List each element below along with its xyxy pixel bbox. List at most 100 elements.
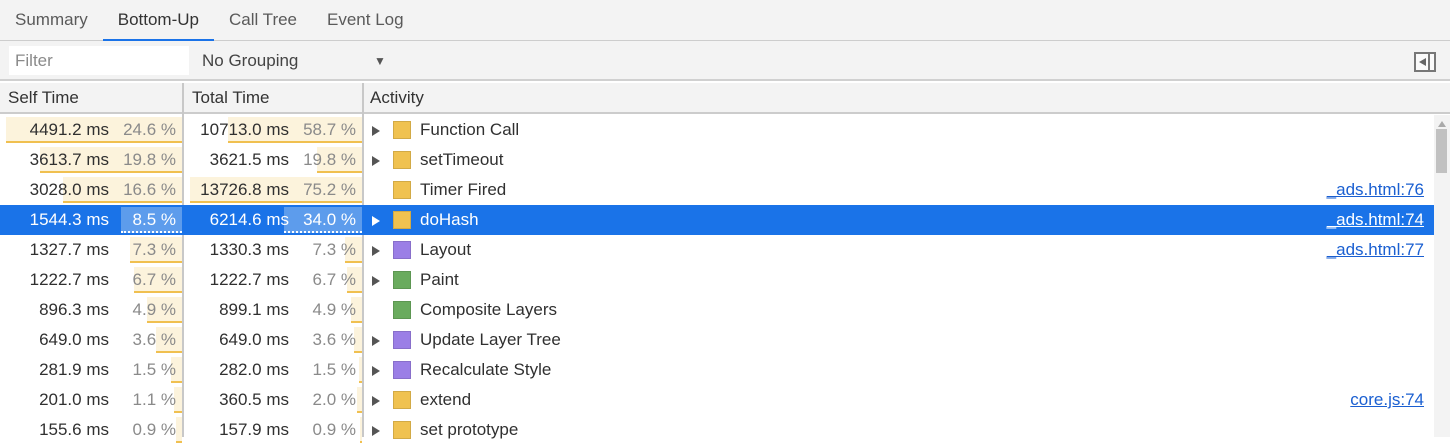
source-link[interactable]: _ads.html:76 (1326, 180, 1424, 199)
self-time-bar (40, 147, 182, 173)
total-time-bar (345, 237, 362, 263)
self-time-bar (156, 327, 182, 353)
column-header-self-time[interactable]: Self Time (8, 88, 79, 107)
category-swatch-icon (393, 391, 411, 409)
toolbar: No Grouping ▼ (0, 41, 1450, 81)
total-time-bar (359, 357, 362, 383)
table-row[interactable]: 3613.7 ms 19.8 % 3621.5 ms 19.8 % setTimeout (0, 145, 1434, 175)
expand-arrow-icon[interactable] (372, 396, 380, 406)
self-time-percent: 6.7 % (132, 270, 176, 289)
total-time-value: 3621.5 ms (209, 150, 289, 169)
table-row[interactable]: 281.9 ms 1.5 % 282.0 ms 1.5 % Recalculate St… (0, 355, 1434, 385)
self-time-value: 201.0 ms (39, 390, 109, 409)
self-time-value: 649.0 ms (39, 330, 109, 349)
expand-arrow-icon[interactable] (372, 426, 380, 436)
column-header-activity[interactable]: Activity (370, 88, 424, 107)
scrollbar-thumb[interactable] (1436, 129, 1447, 173)
total-time-bar (354, 327, 362, 353)
category-swatch-icon (393, 421, 411, 439)
self-time-bar (6, 117, 182, 143)
grouping-select[interactable]: No Grouping (202, 41, 298, 81)
total-time-bar (228, 117, 362, 143)
self-time-bar (121, 207, 182, 233)
total-time-value: 10713.0 ms (200, 120, 289, 139)
tab-call-tree[interactable]: Call Tree (228, 10, 298, 29)
total-time-bar (317, 147, 362, 173)
total-time-value: 13726.8 ms (200, 180, 289, 199)
expand-arrow-icon[interactable] (372, 276, 380, 286)
total-time-bar (284, 207, 362, 233)
bottom-up-table: 4491.2 ms 24.6 % 10713.0 ms 58.7 % Function … (0, 115, 1434, 445)
table-row[interactable]: 896.3 ms 4.9 % 899.1 ms 4.9 % Composite Laye… (0, 295, 1434, 325)
column-divider[interactable] (362, 83, 364, 437)
self-time-percent: 0.9 % (132, 420, 176, 439)
tab-bottom-up[interactable]: Bottom-Up (102, 0, 215, 41)
scroll-up-icon[interactable] (1438, 121, 1446, 127)
total-time-bar (351, 297, 362, 323)
scrollbar[interactable] (1434, 115, 1450, 437)
self-time-bar (134, 267, 182, 293)
self-time-value: 3028.0 ms (29, 180, 109, 199)
self-time-value: 155.6 ms (39, 420, 109, 439)
category-swatch-icon (393, 211, 411, 229)
expand-arrow-icon[interactable] (372, 246, 380, 256)
category-swatch-icon (393, 181, 411, 199)
tab-summary[interactable]: Summary (15, 10, 88, 29)
table-row[interactable]: 1544.3 ms 8.5 % 6214.6 ms 34.0 % doHash _ads.… (0, 205, 1434, 235)
activity-name: Recalculate Style (420, 360, 552, 379)
category-swatch-icon (393, 241, 411, 259)
column-header-total-time[interactable]: Total Time (192, 88, 270, 107)
tab-bar: Summary Bottom-Up Call Tree Event Log (0, 0, 1450, 41)
total-time-bar (190, 177, 362, 203)
category-swatch-icon (393, 151, 411, 169)
tab-event-log[interactable]: Event Log (327, 10, 404, 29)
activity-name: Paint (420, 270, 459, 289)
total-time-value: 1330.3 ms (209, 240, 289, 259)
total-time-value: 6214.6 ms (209, 210, 289, 229)
expand-arrow-icon[interactable] (372, 366, 380, 376)
table-row[interactable]: 3028.0 ms 16.6 % 13726.8 ms 75.2 % Timer Fir… (0, 175, 1434, 205)
total-time-value: 157.9 ms (219, 420, 289, 439)
total-time-value: 649.0 ms (219, 330, 289, 349)
source-link[interactable]: _ads.html:74 (1326, 210, 1424, 229)
table-row[interactable]: 1222.7 ms 6.7 % 1222.7 ms 6.7 % Paint (0, 265, 1434, 295)
total-time-percent: 34.0 % (303, 210, 356, 229)
total-time-bar (360, 417, 362, 443)
total-time-percent: 2.0 % (312, 390, 356, 409)
expand-arrow-icon[interactable] (372, 126, 380, 136)
total-time-value: 899.1 ms (219, 300, 289, 319)
source-link[interactable]: core.js:74 (1350, 390, 1424, 409)
sidebar-toggle-icon[interactable] (1414, 52, 1436, 72)
table-row[interactable]: 1327.7 ms 7.3 % 1330.3 ms 7.3 % Layout _ads.h… (0, 235, 1434, 265)
self-time-percent: 16.6 % (123, 180, 176, 199)
table-row[interactable]: 155.6 ms 0.9 % 157.9 ms 0.9 % set prototype (0, 415, 1434, 445)
self-time-bar (63, 177, 182, 203)
expand-arrow-icon[interactable] (372, 216, 380, 226)
activity-name: setTimeout (420, 150, 504, 169)
self-time-percent: 19.8 % (123, 150, 176, 169)
table-header: Self Time Total Time Activity (0, 83, 1450, 114)
activity-name: extend (420, 390, 472, 409)
self-time-value: 3613.7 ms (29, 150, 109, 169)
total-time-percent: 4.9 % (312, 300, 356, 319)
table-row[interactable]: 4491.2 ms 24.6 % 10713.0 ms 58.7 % Function … (0, 115, 1434, 145)
dropdown-arrow-icon[interactable]: ▼ (374, 54, 386, 68)
self-time-value: 1222.7 ms (29, 270, 109, 289)
source-link[interactable]: _ads.html:77 (1326, 240, 1424, 259)
filter-input[interactable] (9, 46, 189, 75)
expand-arrow-icon[interactable] (372, 156, 380, 166)
total-time-percent: 7.3 % (312, 240, 356, 259)
self-time-bar (176, 417, 182, 443)
self-time-value: 1327.7 ms (29, 240, 109, 259)
self-time-percent: 24.6 % (123, 120, 176, 139)
self-time-bar (174, 387, 182, 413)
self-time-percent: 1.5 % (132, 360, 176, 379)
expand-arrow-icon[interactable] (372, 336, 380, 346)
column-divider[interactable] (182, 83, 184, 437)
table-row[interactable]: 649.0 ms 3.6 % 649.0 ms 3.6 % Update Layer T… (0, 325, 1434, 355)
total-time-bar (357, 387, 362, 413)
self-time-percent: 1.1 % (132, 390, 176, 409)
total-time-value: 1222.7 ms (209, 270, 289, 289)
table-row[interactable]: 201.0 ms 1.1 % 360.5 ms 2.0 % extend core.js:… (0, 385, 1434, 415)
total-time-percent: 1.5 % (312, 360, 356, 379)
